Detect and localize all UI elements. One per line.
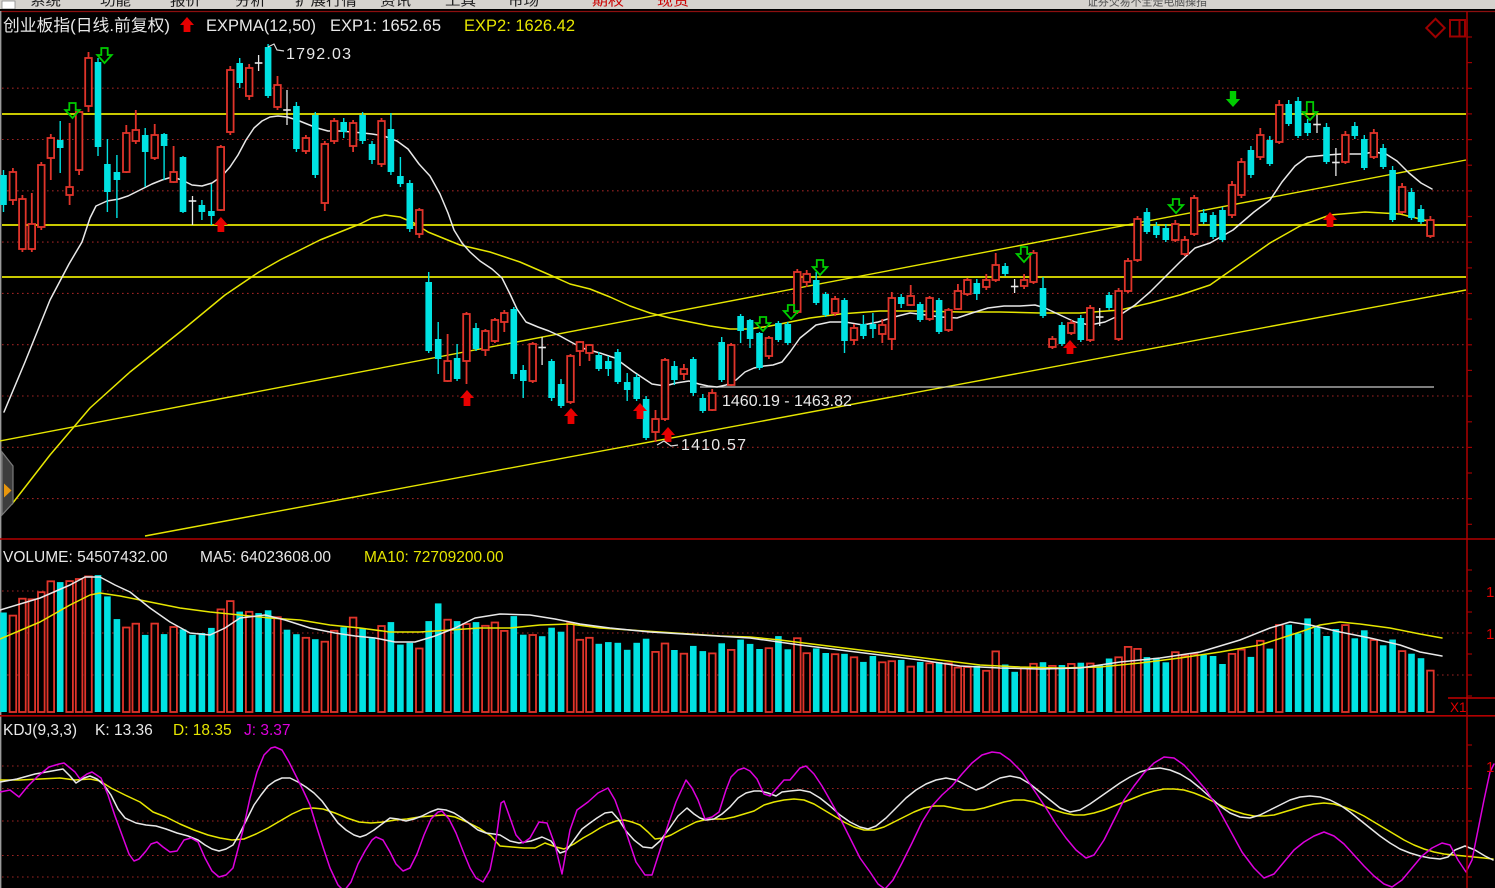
svg-text:工具: 工具	[445, 0, 477, 9]
svg-text:市场: 市场	[508, 0, 539, 9]
svg-text:分析: 分析	[235, 0, 266, 9]
svg-text:EXP2: 1626.42: EXP2: 1626.42	[464, 17, 575, 35]
svg-text:MA5: 64023608.00: MA5: 64023608.00	[200, 549, 331, 566]
svg-text:报价: 报价	[170, 0, 202, 9]
svg-text:K: 13.36: K: 13.36	[95, 722, 153, 739]
svg-text:功能: 功能	[100, 0, 132, 9]
svg-text:证券交易不全是电脑操指: 证券交易不全是电脑操指	[1087, 0, 1207, 9]
svg-text:系统: 系统	[30, 0, 61, 9]
svg-text:现货: 现货	[657, 0, 689, 9]
svg-text:1: 1	[1486, 759, 1494, 776]
svg-text:J: 3.37: J: 3.37	[244, 722, 291, 739]
svg-text:D: 18.35: D: 18.35	[173, 722, 232, 739]
svg-text:1: 1	[1486, 584, 1494, 601]
svg-text:期权: 期权	[592, 0, 625, 9]
svg-text:MA10: 72709200.00: MA10: 72709200.00	[364, 549, 504, 566]
svg-text:VOLUME: 54507432.00: VOLUME: 54507432.00	[3, 549, 168, 566]
svg-text:KDJ(9,3,3): KDJ(9,3,3)	[3, 722, 77, 739]
svg-text:1792.03: 1792.03	[286, 46, 352, 63]
svg-text:创业板指(日线.前复权): 创业板指(日线.前复权)	[3, 16, 170, 35]
svg-text:EXPMA(12,50): EXPMA(12,50)	[206, 17, 316, 35]
svg-text:EXP1: 1652.65: EXP1: 1652.65	[330, 17, 441, 35]
svg-text:1410.57: 1410.57	[681, 437, 747, 454]
svg-text:1460.19 - 1463.82: 1460.19 - 1463.82	[722, 393, 852, 410]
svg-text:1: 1	[1486, 626, 1494, 643]
svg-text:X1: X1	[1450, 700, 1467, 715]
svg-text:扩展行情: 扩展行情	[295, 0, 357, 9]
svg-text:资讯: 资讯	[380, 0, 412, 9]
